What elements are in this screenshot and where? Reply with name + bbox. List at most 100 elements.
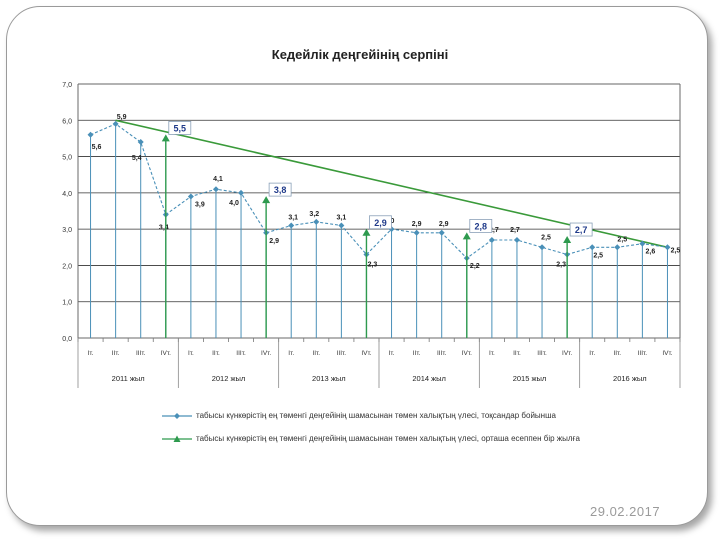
quarterly-data-label: 2,5 [617,236,627,243]
quarterly-data-label: 3,4 [159,225,169,232]
x-tick-label: IIIт. [337,350,347,357]
quarterly-data-label: 3,1 [288,215,298,222]
x-tick-label: Iт. [188,350,194,357]
legend-item-annual: табысы күнкөрістің ең төменгі деңгейінің… [162,427,580,450]
x-tick-label: IIIт. [236,350,246,357]
y-tick-label: 7,0 [62,82,72,89]
x-tick-label: IVт. [161,350,171,357]
x-tick-label: IIт. [613,350,621,357]
x-tick-label: IIт. [413,350,421,357]
x-tick-label: Iт. [288,350,294,357]
annual-data-label: 2,8 [475,221,488,231]
annual-label-box [268,182,292,197]
year-label: 2013 жыл [312,374,346,383]
x-tick-label: Iт. [389,350,395,357]
quarterly-point [137,139,144,146]
chart-title: Кедейлік деңгейінің серпіні [271,47,449,62]
year-label: 2012 жыл [212,374,246,383]
quarterly-data-label: 3,1 [337,215,347,222]
x-tick-label: IIт. [212,350,220,357]
quarterly-data-label: 2,9 [439,221,449,228]
quarterly-point [112,120,119,127]
legend-label-quarterly: табысы күнкөрістің ең төменгі деңгейінің… [196,411,556,420]
x-tick-label: IIт. [513,350,521,357]
x-tick-label: IVт. [462,350,472,357]
annual-data-label: 3,8 [274,185,287,195]
quarterly-point [539,244,546,251]
quarterly-data-label: 2,9 [269,238,279,245]
quarterly-data-label: 2,5 [593,252,603,259]
quarterly-point [513,237,520,244]
footer-date: 29.02.2017 [590,504,661,519]
quarterly-data-label: 2,6 [646,249,656,256]
quarterly-data-label: 3,2 [309,211,319,218]
x-tick-label: Iт. [589,350,595,357]
y-tick-label: 5,0 [62,155,72,162]
x-tick-label: Iт. [489,350,495,357]
y-tick-label: 0,0 [62,336,72,343]
y-tick-label: 4,0 [62,191,72,198]
quarterly-data-label: 2,7 [510,227,520,234]
annual-label-box [369,215,392,230]
annual-label-box [469,218,493,233]
annual-data-label: 2,7 [575,225,588,235]
quarterly-data-label: 4,0 [229,200,239,207]
legend-swatch-quarterly [162,412,192,419]
quarterly-point [589,244,596,251]
x-tick-label: IIIт. [638,350,648,357]
annual-label-box [569,222,593,237]
annual-point [462,232,471,240]
quarterly-data-label: 5,4 [132,155,142,162]
quarterly-data-label: 5,6 [92,144,102,151]
quarterly-point [338,222,345,229]
quarterly-point [488,237,495,244]
x-tick-label: IVт. [662,350,672,357]
quarterly-data-label: 2,3 [556,262,566,269]
quarterly-data-label: 2,3 [368,262,378,269]
slide-frame [6,6,708,526]
year-label: 2014 жыл [412,374,446,383]
year-label: 2011 жыл [112,374,145,383]
quarterly-point [288,222,295,229]
quarterly-data-label: 2,7 [489,227,499,234]
quarterly-data-label: 3,9 [195,201,205,208]
quarterly-point [87,131,94,138]
x-tick-label: IIт. [312,350,320,357]
x-tick-label: Iт. [88,350,94,357]
quarterly-data-label: 2,2 [470,263,480,270]
quarterly-point [639,240,646,247]
year-label: 2015 жыл [513,374,547,383]
quarterly-data-label: 5,9 [117,114,127,121]
legend-item-quarterly: табысы күнкөрістің ең төменгі деңгейінің… [162,404,580,427]
x-tick-label: IIIт. [537,350,547,357]
quarterly-series-line [90,123,668,259]
annual-point [262,196,271,204]
quarterly-point [187,193,194,200]
annual-label-box [168,121,192,135]
legend-swatch-annual [162,435,192,442]
quarterly-point [413,229,420,236]
annual-data-label: 5,5 [174,123,187,133]
quarterly-point [313,218,320,225]
x-tick-label: IVт. [562,350,572,357]
year-label: 2016 жыл [613,374,647,383]
quarterly-data-label: 2,9 [412,221,422,228]
y-tick-label: 2,0 [62,263,72,270]
chart-legend: табысы күнкөрістің ең төменгі деңгейінің… [162,404,580,450]
quarterly-point [238,189,245,196]
legend-label-annual: табысы күнкөрістің ең төменгі деңгейінің… [196,434,580,443]
annual-point [563,236,572,244]
quarterly-point [212,186,219,193]
quarterly-point [614,244,621,251]
quarterly-point [664,244,671,251]
y-tick-label: 1,0 [62,300,72,307]
y-tick-label: 6,0 [62,118,72,125]
y-tick-label: 3,0 [62,227,72,234]
x-tick-label: IIIт. [437,350,447,357]
quarterly-point [438,229,445,236]
x-tick-label: IIт. [112,350,120,357]
quarterly-data-label: 4,1 [213,176,223,183]
annual-point [362,228,371,236]
x-tick-label: IVт. [361,350,371,357]
